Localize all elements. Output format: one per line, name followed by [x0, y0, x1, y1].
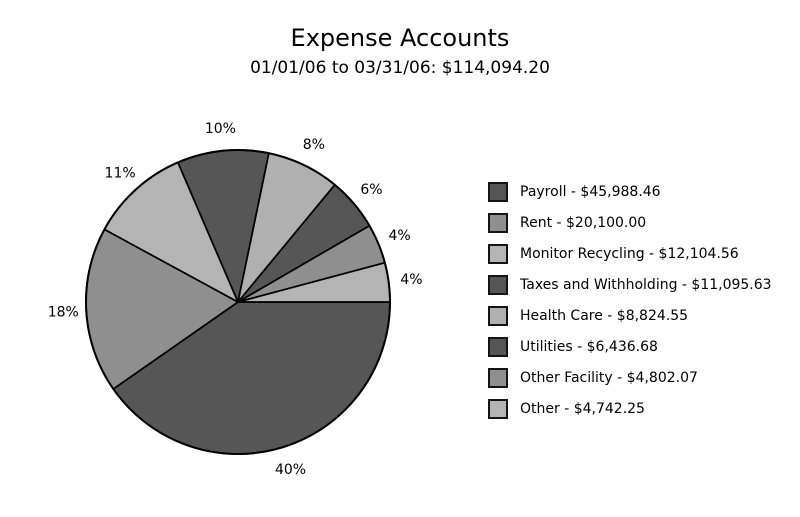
- legend-label: Rent - $20,100.00: [520, 215, 647, 231]
- legend-item: Monitor Recycling - $12,104.56: [488, 244, 772, 264]
- pie-percent-label-health-care: 8%: [303, 137, 325, 153]
- chart-legend: Payroll - $45,988.46 Rent - $20,100.00 M…: [488, 182, 772, 430]
- pie-percent-label-rent: 18%: [48, 305, 79, 321]
- legend-item: Other Facility - $4,802.07: [488, 368, 772, 388]
- chart-title: Expense Accounts: [290, 24, 510, 52]
- legend-swatch: [488, 368, 508, 388]
- legend-label: Monitor Recycling - $12,104.56: [520, 246, 739, 262]
- pie-percent-label-other-facility: 4%: [388, 228, 410, 244]
- legend-swatch: [488, 244, 508, 264]
- pie-percent-label-taxes-and-withholding: 10%: [205, 121, 236, 137]
- legend-swatch: [488, 213, 508, 233]
- pie-percent-label-utilities: 6%: [360, 182, 382, 198]
- pie-percent-label-payroll: 40%: [275, 462, 306, 478]
- legend-swatch: [488, 306, 508, 326]
- legend-item: Rent - $20,100.00: [488, 213, 772, 233]
- legend-label: Other - $4,742.25: [520, 401, 645, 417]
- pie-percent-label-monitor-recycling: 11%: [105, 166, 136, 182]
- legend-item: Health Care - $8,824.55: [488, 306, 772, 326]
- legend-item: Utilities - $6,436.68: [488, 337, 772, 357]
- legend-item: Other - $4,742.25: [488, 399, 772, 419]
- pie-outline: [85, 149, 391, 455]
- pie-percent-label-other: 4%: [400, 272, 422, 288]
- legend-swatch: [488, 337, 508, 357]
- legend-label: Payroll - $45,988.46: [520, 184, 661, 200]
- legend-item: Payroll - $45,988.46: [488, 182, 772, 202]
- legend-label: Other Facility - $4,802.07: [520, 370, 698, 386]
- legend-swatch: [488, 182, 508, 202]
- legend-label: Health Care - $8,824.55: [520, 308, 689, 324]
- legend-label: Utilities - $6,436.68: [520, 339, 658, 355]
- legend-swatch: [488, 399, 508, 419]
- legend-item: Taxes and Withholding - $11,095.63: [488, 275, 772, 295]
- chart-subtitle: 01/01/06 to 03/31/06: $114,094.20: [250, 58, 550, 78]
- legend-swatch: [488, 275, 508, 295]
- legend-label: Taxes and Withholding - $11,095.63: [520, 277, 772, 293]
